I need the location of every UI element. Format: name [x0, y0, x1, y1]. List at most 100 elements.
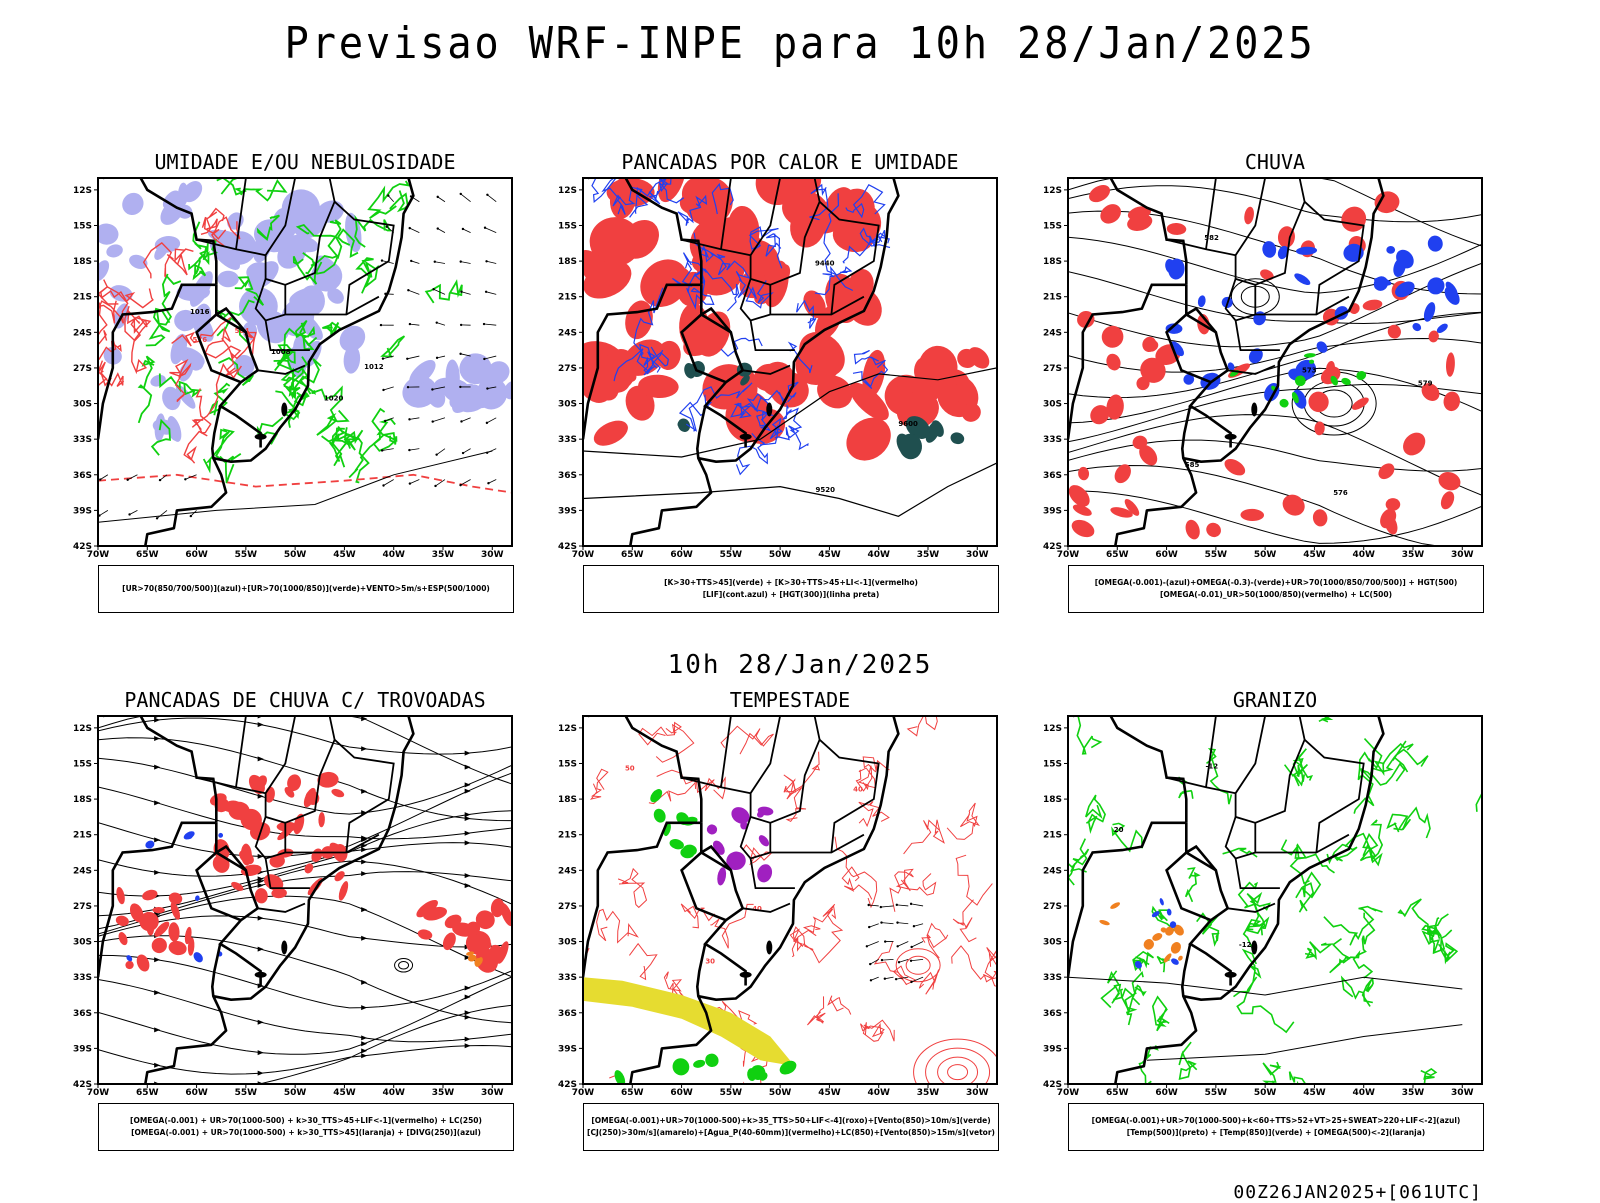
- lon-label: 50W: [769, 1088, 792, 1098]
- lon-label: 40W: [1352, 550, 1375, 560]
- wind-vector: [438, 229, 445, 233]
- stream-arrow: [258, 1050, 264, 1055]
- wind-vector: [487, 195, 496, 202]
- wind-vector: [157, 510, 167, 518]
- wind-vector: [867, 942, 879, 947]
- lagoa-dos-patos: [1251, 402, 1257, 416]
- legend-line: [OMEGA(-0.001)+UR>70(1000-500)+k<60+TTS>…: [1092, 1115, 1461, 1127]
- stream-arrow: [258, 947, 264, 952]
- lat-label: 30S: [73, 400, 92, 410]
- state-border: [1167, 240, 1236, 256]
- lc850-contour: [938, 1057, 978, 1087]
- lon-label: 40W: [382, 1088, 405, 1098]
- wind-vector-head: [386, 226, 388, 228]
- lon-label: 70W: [572, 1088, 595, 1098]
- wind-vector-head: [432, 288, 434, 290]
- lc850-contour: [896, 949, 940, 982]
- temp850-contour: [1179, 1042, 1197, 1079]
- wind-vector-head: [486, 387, 488, 389]
- wind-vector-head: [406, 358, 408, 360]
- lat-label: 36S: [73, 471, 92, 481]
- stream-arrow: [465, 1010, 471, 1015]
- wind-vector-head: [409, 323, 411, 325]
- stream-arrow: [465, 1037, 471, 1042]
- humidity-green-contour: [382, 336, 404, 356]
- thunderstorm-red-area: [141, 888, 159, 902]
- precip-water-contour: [807, 996, 825, 1025]
- state-border: [1236, 716, 1305, 823]
- precip-water-contour: [828, 996, 851, 1015]
- lon-label: 35W: [917, 550, 940, 560]
- thunderstorm-red-area: [417, 928, 434, 941]
- lat-label: 39S: [73, 506, 92, 516]
- state-border: [751, 716, 820, 823]
- precip-water-contour: [784, 780, 796, 799]
- stream-arrow: [154, 736, 160, 741]
- lon-label: 55W: [720, 550, 743, 560]
- wind-vector-head: [184, 478, 186, 480]
- map-canvas: 96009520944012S15S18S21S24S27S30S33S36S3…: [555, 176, 1025, 576]
- lon-label: 70W: [87, 1088, 110, 1098]
- lon-label: 40W: [867, 1088, 890, 1098]
- legend-line: [OMEGA(-0.001)-(azul)+OMEGA(-0.3)-(verde…: [1095, 577, 1458, 589]
- stream-arrow: [465, 994, 471, 999]
- precip-water-contour: [996, 842, 1022, 862]
- stream-arrow: [361, 871, 367, 876]
- wind-vector-head: [436, 357, 438, 359]
- stream-arrow: [154, 765, 160, 770]
- lon-label: 30W: [481, 1088, 504, 1098]
- wind-vector-head: [866, 945, 868, 947]
- lat-label: 30S: [558, 938, 577, 948]
- wind-vector: [99, 510, 107, 515]
- stream-arrow: [258, 883, 264, 888]
- stream-arrow: [258, 1020, 264, 1025]
- stream-arrow: [465, 1015, 471, 1020]
- precip-water-contour: [904, 820, 944, 854]
- wind-vector-head: [459, 353, 461, 355]
- streamline: [98, 1005, 512, 1084]
- legend-line: [OMEGA(-0.001)+UR>70(1000-500)+k>35_TTS>…: [591, 1115, 990, 1127]
- wind-vector-head: [437, 227, 439, 229]
- humidity-green-contour: [204, 430, 233, 470]
- lat-label: 33S: [73, 973, 92, 983]
- legend-line: [LIF](cont.azul) + [HGT(300)](linha pret…: [703, 589, 880, 601]
- heat-shower-green-area: [949, 431, 965, 446]
- state-border: [1236, 178, 1305, 285]
- rain-red-area: [1222, 456, 1248, 479]
- country-border: [1182, 406, 1190, 458]
- wind-vector-head: [459, 484, 461, 486]
- contour-label: -12: [1239, 941, 1252, 949]
- map-canvas: 101210081016102057658412S15S18S21S24S27S…: [70, 176, 540, 576]
- wind-vector-head: [487, 482, 489, 484]
- stream-arrow: [258, 756, 264, 761]
- stream-arrow: [154, 990, 160, 995]
- map-canvas: 58558257957657312S15S18S21S24S27S30S33S3…: [1040, 176, 1510, 576]
- humidity-green-contour: [226, 454, 241, 483]
- wind-vector-head: [380, 324, 382, 326]
- humidity-blue-area: [149, 373, 168, 389]
- wind-vector: [898, 923, 909, 924]
- precip-water-contour: [922, 924, 946, 943]
- country-border: [697, 406, 705, 458]
- humidity-blue-area: [127, 252, 150, 271]
- wind-vector: [411, 261, 419, 264]
- thickness-red-contour: [184, 432, 207, 464]
- stream-arrow: [258, 794, 264, 799]
- forecast-time-label: 10h 28/Jan/2025: [0, 650, 1600, 680]
- precip-water-contour: [864, 1020, 894, 1041]
- wind-vector: [100, 475, 108, 480]
- lat-label: 27S: [558, 902, 577, 912]
- streamline: [98, 787, 512, 839]
- wind-vector-head: [460, 193, 462, 195]
- lon-label: 35W: [1402, 550, 1425, 560]
- lat-label: 30S: [73, 938, 92, 948]
- humidity-blue-area: [218, 271, 239, 288]
- country-border: [1186, 847, 1216, 871]
- wind-vector-head: [898, 961, 900, 963]
- lat-label: 36S: [558, 471, 577, 481]
- precip-water-contour: [618, 869, 646, 908]
